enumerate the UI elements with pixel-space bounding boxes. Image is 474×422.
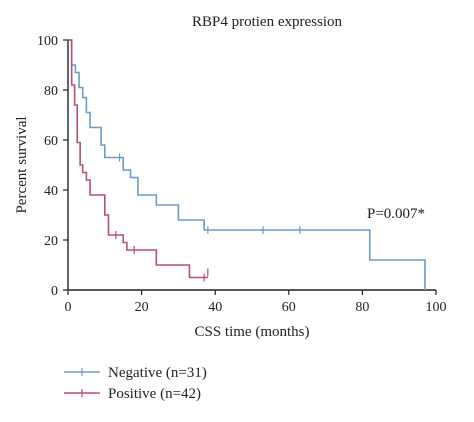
x-axis-title: CSS time (months) xyxy=(194,324,309,340)
axes xyxy=(67,40,436,291)
legend: Negative (n=31) Positive (n=42) xyxy=(64,365,207,402)
series-layer xyxy=(68,39,426,290)
x-tick-label: 40 xyxy=(208,300,222,315)
y-tick-label: 20 xyxy=(44,234,58,249)
series-positive xyxy=(68,39,209,282)
y-tick-label: 80 xyxy=(44,84,58,99)
x-tick-label: 0 xyxy=(65,300,72,315)
chart-title: RBP4 protien expression xyxy=(192,14,342,30)
legend-label: Negative (n=31) xyxy=(108,365,207,381)
x-tick-label: 20 xyxy=(135,300,149,315)
y-tick-label: 0 xyxy=(51,284,58,299)
y-axis-title: Percent survival xyxy=(14,116,30,213)
legend-label: Positive (n=42) xyxy=(108,386,201,402)
y-ticks: 0 20 40 60 80 100 xyxy=(37,34,68,299)
x-tick-label: 60 xyxy=(282,300,296,315)
x-ticks: 0 20 40 60 80 100 xyxy=(65,290,447,315)
y-tick-label: 60 xyxy=(44,134,58,149)
y-tick-label: 40 xyxy=(44,184,58,199)
y-tick-label: 100 xyxy=(37,34,58,49)
survival-curve xyxy=(68,39,208,279)
p-value-annotation: P=0.007* xyxy=(367,206,425,222)
series-negative xyxy=(68,39,426,290)
x-tick-label: 100 xyxy=(426,300,447,315)
x-tick-label: 80 xyxy=(355,300,369,315)
survival-curve xyxy=(68,39,426,290)
